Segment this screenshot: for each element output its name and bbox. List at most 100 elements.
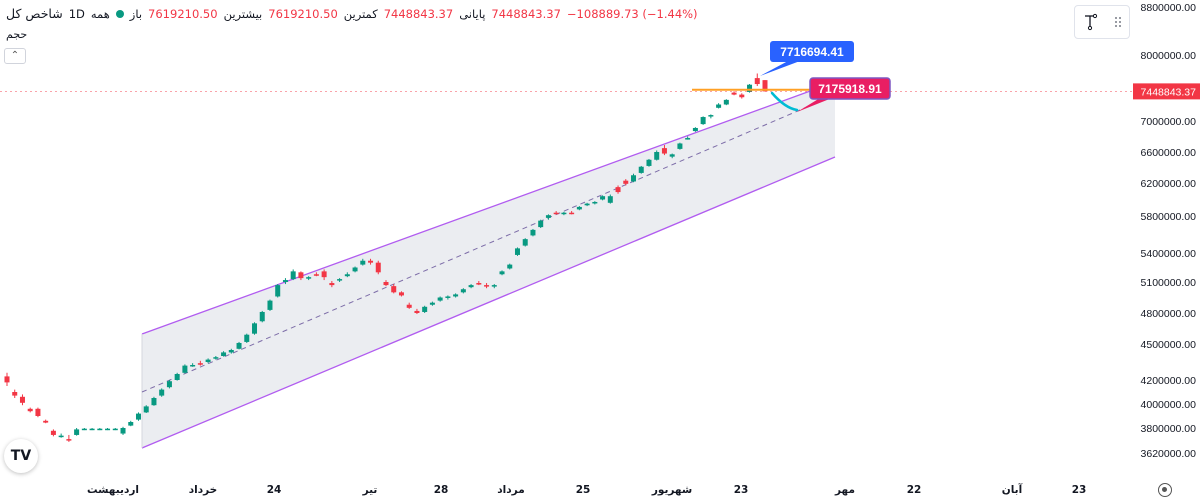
- chevron-up-icon[interactable]: ⌃: [4, 48, 26, 64]
- candle: [623, 179, 629, 186]
- x-tick-label: 23: [734, 484, 749, 496]
- x-tick-label: آبان: [1002, 483, 1023, 496]
- candle: [499, 270, 505, 276]
- candle: [646, 158, 652, 167]
- y-tick-label: 5800000.00: [1141, 211, 1197, 223]
- y-tick-label: 5400000.00: [1141, 248, 1197, 260]
- candle-body: [128, 422, 134, 426]
- candle-body: [306, 277, 312, 279]
- candle-body: [50, 430, 56, 435]
- symbol-title[interactable]: شاخص کل: [6, 6, 63, 21]
- exchange-label[interactable]: همه: [90, 6, 110, 21]
- x-tick-label: 25: [576, 484, 591, 496]
- candle: [368, 258, 374, 265]
- candle-body: [236, 342, 242, 349]
- candle-body: [112, 428, 118, 431]
- candle: [259, 310, 265, 323]
- candle-body: [468, 285, 474, 288]
- candle-body: [600, 196, 606, 200]
- candle: [445, 295, 451, 300]
- legend-header: شاخص کل 1D همه باز 7619210.50 بیشترین 76…: [6, 6, 698, 21]
- interval-label[interactable]: 1D: [68, 6, 85, 21]
- candle-body: [731, 92, 737, 95]
- candle: [731, 91, 737, 96]
- candle-body: [58, 435, 64, 438]
- candle: [197, 360, 203, 366]
- last-price-label: 7448843.37: [1141, 86, 1197, 98]
- y-tick-label: 4500000.00: [1141, 339, 1197, 351]
- candle-body: [12, 392, 18, 396]
- low-label: کمترین: [343, 6, 378, 21]
- candle: [414, 308, 420, 315]
- candle: [677, 142, 683, 150]
- candle-body: [747, 84, 753, 92]
- candle-body: [252, 323, 258, 334]
- candle-body: [522, 239, 528, 246]
- x-tick-label: شهریور: [651, 484, 692, 496]
- candle: [244, 333, 250, 343]
- candle: [429, 301, 435, 306]
- candle: [120, 426, 126, 435]
- candle-body: [166, 381, 172, 388]
- candle-body: [282, 280, 288, 282]
- candle: [491, 284, 497, 289]
- candle: [723, 99, 729, 106]
- candle: [166, 380, 172, 389]
- candle-body: [507, 264, 513, 269]
- y-tick-label: 4000000.00: [1141, 399, 1197, 411]
- candle-body: [182, 365, 188, 373]
- drag-handle-icon[interactable]: [1113, 15, 1123, 29]
- candle: [221, 351, 227, 357]
- drawing-toolbox[interactable]: [1074, 5, 1130, 39]
- candle-body: [151, 398, 157, 406]
- x-tick-label: تیر: [362, 484, 378, 496]
- time-axis-bg: [0, 478, 1132, 503]
- candle: [174, 372, 180, 381]
- candle-body: [646, 159, 652, 166]
- candle-body: [290, 271, 296, 280]
- candle: [460, 288, 466, 294]
- candle: [228, 348, 234, 354]
- candle-body: [437, 297, 443, 301]
- x-tick-label: 28: [434, 484, 449, 496]
- candle-body: [228, 350, 234, 353]
- candle: [398, 291, 404, 297]
- candle-body: [120, 428, 126, 434]
- candle: [654, 150, 660, 161]
- anchor-tool-icon[interactable]: [1082, 13, 1100, 31]
- candle: [97, 428, 103, 431]
- candle: [739, 93, 745, 99]
- candle: [592, 201, 598, 205]
- gear-icon[interactable]: [1158, 483, 1172, 497]
- candle: [360, 258, 366, 266]
- candle: [631, 173, 637, 183]
- candle-body: [561, 212, 567, 215]
- candle-body: [545, 215, 551, 218]
- candle: [422, 305, 428, 313]
- candle: [313, 272, 319, 277]
- forecast-curve: [770, 91, 799, 112]
- candle: [661, 145, 667, 156]
- candle-body: [97, 428, 103, 431]
- y-tick-label: 6200000.00: [1141, 178, 1197, 190]
- candle-body: [429, 302, 435, 305]
- candle: [600, 195, 606, 201]
- candle-body: [700, 117, 706, 125]
- candle-body: [514, 248, 520, 255]
- candle-body: [584, 203, 590, 206]
- candle-body: [592, 201, 598, 204]
- candle: [66, 434, 72, 442]
- candle-body: [143, 406, 149, 413]
- candle-body: [491, 285, 497, 287]
- candle: [35, 407, 41, 418]
- candle-body: [422, 306, 428, 312]
- candle: [476, 281, 482, 286]
- candle: [290, 269, 296, 281]
- target-callout-pointer: [797, 98, 832, 112]
- candle: [700, 116, 706, 125]
- candle: [685, 136, 691, 140]
- tradingview-logo[interactable]: TV: [4, 439, 38, 473]
- candle-body: [391, 286, 397, 293]
- candle: [708, 114, 714, 119]
